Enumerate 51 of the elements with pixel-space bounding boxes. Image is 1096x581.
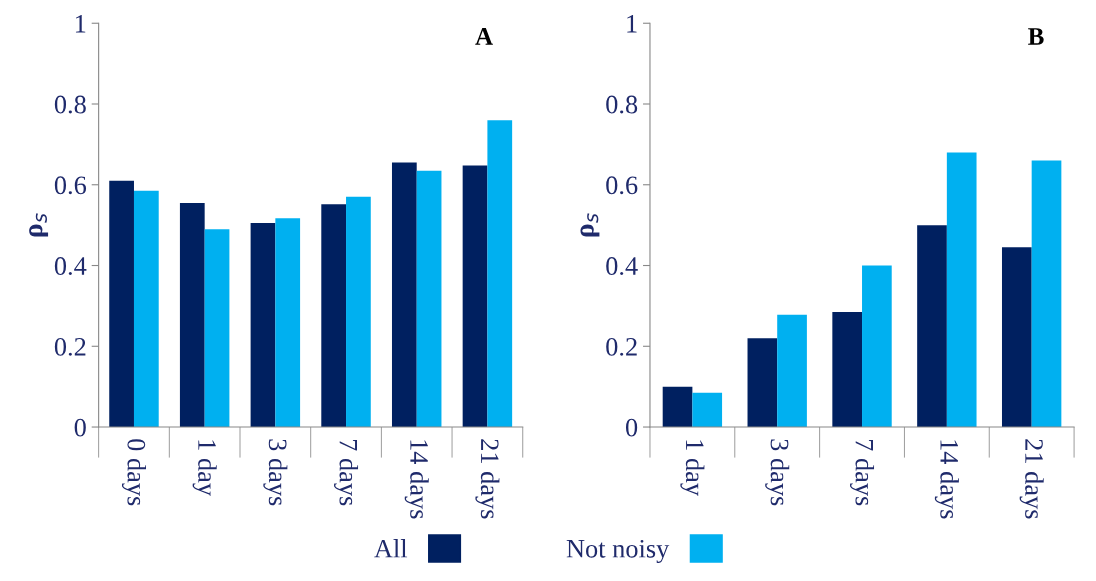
y-tick-label: 0.8 — [54, 95, 86, 114]
y-axis-title: ρ$_{s}$ — [580, 213, 600, 237]
bar — [179, 202, 205, 428]
bar — [416, 170, 442, 428]
bar — [133, 190, 159, 428]
bar — [692, 392, 723, 428]
x-tick-label: 1 day — [680, 440, 705, 496]
x-tick-label: 0 days — [121, 439, 146, 506]
bar — [250, 223, 276, 428]
bar — [346, 196, 371, 428]
bar — [777, 314, 807, 428]
bar — [275, 218, 301, 428]
y-tick-label: 0.6 — [606, 176, 638, 195]
y-tick-label: 0 — [625, 418, 638, 437]
chart-title: B — [1028, 28, 1044, 45]
bar — [946, 152, 977, 428]
x-tick-label: 7 days — [334, 439, 359, 506]
chart-title: A — [475, 28, 493, 45]
y-tick-label: 0.2 — [54, 337, 86, 356]
x-tick-label: 14 days — [934, 440, 959, 519]
bar — [832, 311, 863, 428]
bar — [917, 225, 947, 428]
x-tick-label: 3 days — [263, 439, 288, 506]
x-tick-label: 1 day — [192, 440, 217, 496]
x-tick-label: 14 days — [404, 440, 429, 519]
bar — [747, 338, 778, 428]
y-tick-label: 0.8 — [606, 95, 638, 114]
x-tick-label: 21 days — [475, 439, 500, 519]
bar — [204, 229, 230, 428]
y-tick-label: 1 — [75, 14, 86, 33]
legend-label: All — [374, 539, 408, 558]
bar — [487, 120, 513, 428]
bar — [391, 162, 417, 428]
x-tick-label: 7 days — [850, 439, 875, 506]
x-tick-label: 3 days — [765, 439, 790, 506]
y-tick-label: 0.4 — [606, 257, 638, 276]
bar — [109, 180, 134, 428]
bar — [321, 204, 347, 428]
bar — [462, 165, 488, 428]
y-tick-label: 0.4 — [54, 257, 87, 276]
y-tick-label: 0.6 — [54, 176, 87, 195]
y-tick-label: 0.2 — [606, 337, 637, 356]
y-tick-label: 0 — [74, 418, 86, 437]
x-tick-label: 21 days — [1019, 439, 1044, 519]
bar — [1001, 247, 1032, 428]
bar — [662, 386, 693, 428]
y-tick-label: 1 — [627, 14, 637, 33]
y-axis-title: ρ$_{s}$ — [29, 213, 49, 237]
bar — [1031, 160, 1062, 428]
bar — [862, 265, 892, 428]
legend-label: Not noisy — [566, 539, 670, 564]
